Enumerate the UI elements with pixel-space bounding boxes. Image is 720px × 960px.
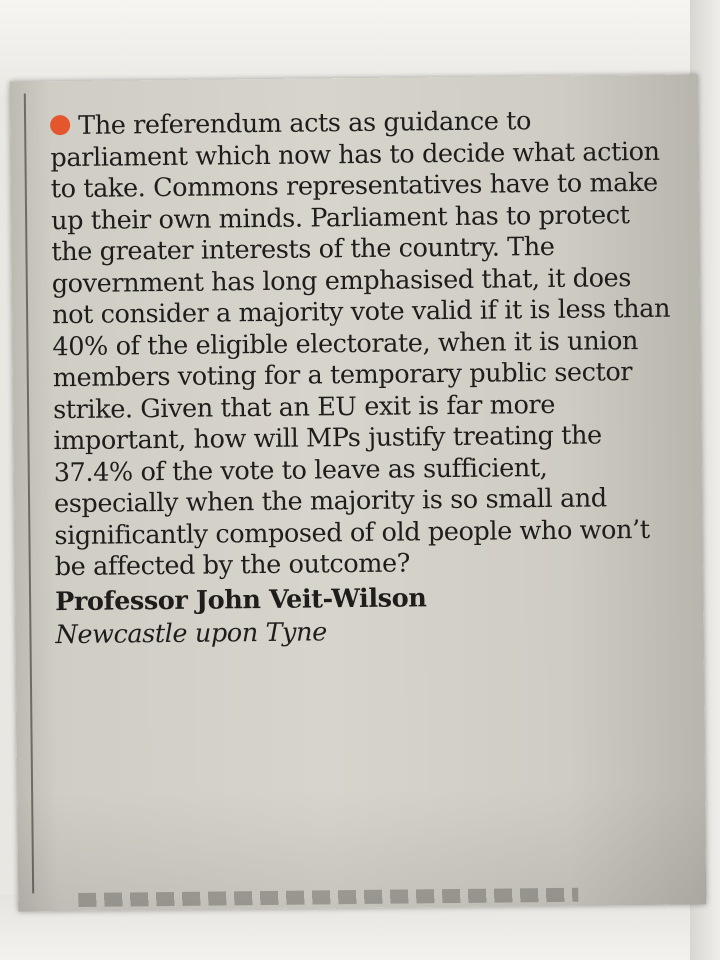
author-location: Newcastle upon Tyne <box>55 616 327 650</box>
column-rule <box>23 93 35 894</box>
letter-paragraph: The referendum acts as guidance to parli… <box>50 105 680 584</box>
letter-to-editor: The referendum acts as guidance to parli… <box>50 105 681 652</box>
cut-off-next-line <box>78 887 579 907</box>
newspaper-clipping: The referendum acts as guidance to parli… <box>9 74 707 912</box>
letter-body-text: The referendum acts as guidance to parli… <box>50 106 671 583</box>
bullet-dot-icon <box>50 114 71 136</box>
